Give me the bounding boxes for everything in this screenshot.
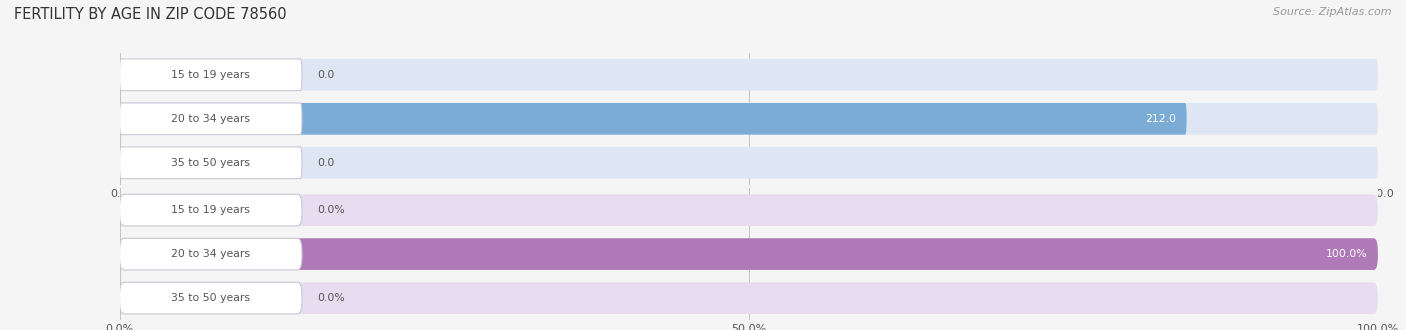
Text: 0.0: 0.0 xyxy=(318,70,335,80)
FancyBboxPatch shape xyxy=(120,103,1378,135)
Text: 15 to 19 years: 15 to 19 years xyxy=(172,205,250,215)
Text: 0.0: 0.0 xyxy=(318,158,335,168)
Text: 15 to 19 years: 15 to 19 years xyxy=(172,70,250,80)
Text: 0.0%: 0.0% xyxy=(318,293,344,303)
FancyBboxPatch shape xyxy=(120,59,1378,91)
FancyBboxPatch shape xyxy=(120,194,1378,226)
FancyBboxPatch shape xyxy=(120,282,302,314)
FancyBboxPatch shape xyxy=(120,59,302,91)
Text: 20 to 34 years: 20 to 34 years xyxy=(172,249,250,259)
FancyBboxPatch shape xyxy=(120,238,1378,270)
FancyBboxPatch shape xyxy=(120,103,1187,135)
Text: 0.0%: 0.0% xyxy=(318,205,344,215)
FancyBboxPatch shape xyxy=(120,238,1378,270)
FancyBboxPatch shape xyxy=(120,238,302,270)
FancyBboxPatch shape xyxy=(120,282,1378,314)
Text: 100.0%: 100.0% xyxy=(1326,249,1368,259)
FancyBboxPatch shape xyxy=(120,103,302,135)
FancyBboxPatch shape xyxy=(120,147,1378,179)
Text: 35 to 50 years: 35 to 50 years xyxy=(172,293,250,303)
Text: Source: ZipAtlas.com: Source: ZipAtlas.com xyxy=(1274,7,1392,16)
Text: FERTILITY BY AGE IN ZIP CODE 78560: FERTILITY BY AGE IN ZIP CODE 78560 xyxy=(14,7,287,21)
Text: 212.0: 212.0 xyxy=(1146,114,1177,124)
Text: 35 to 50 years: 35 to 50 years xyxy=(172,158,250,168)
Text: 20 to 34 years: 20 to 34 years xyxy=(172,114,250,124)
FancyBboxPatch shape xyxy=(120,147,302,179)
FancyBboxPatch shape xyxy=(120,194,302,226)
